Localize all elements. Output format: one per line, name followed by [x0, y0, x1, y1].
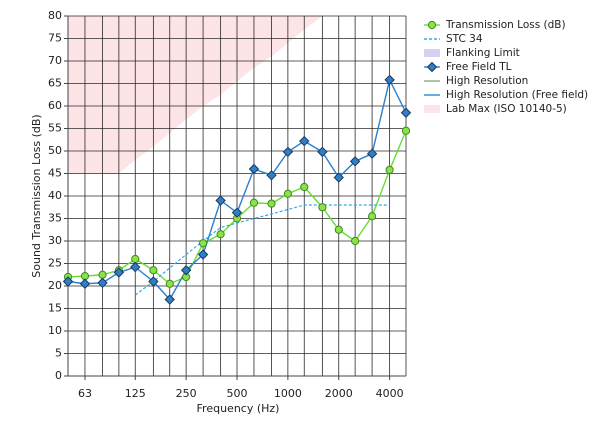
y-tick-label: 70 [48, 54, 62, 67]
point [401, 126, 411, 135]
point [283, 189, 292, 198]
legend-marker [427, 20, 437, 30]
legend-marker [426, 61, 438, 73]
y-tick-label: 5 [55, 347, 62, 360]
point [165, 279, 174, 288]
x-tick-label: 4000 [376, 387, 404, 400]
x-tick-label: 250 [176, 387, 197, 400]
y-tick-label: 45 [48, 167, 62, 180]
x-axis-label: Frequency (Hz) [197, 402, 280, 415]
legend-label: Transmission Loss (dB) [445, 19, 566, 31]
point [349, 156, 361, 167]
x-tick-label: 125 [125, 387, 146, 400]
y-tick-label: 15 [48, 302, 62, 315]
point [317, 146, 328, 158]
lines [62, 74, 412, 305]
legend-swatch [424, 49, 440, 57]
point [149, 266, 158, 275]
y-tick-label: 50 [48, 144, 62, 157]
x-tick-label: 2000 [325, 387, 353, 400]
point [216, 230, 225, 239]
legend-label: Lab Max (ISO 10140-5) [446, 103, 567, 115]
point [266, 170, 277, 181]
area [68, 16, 323, 174]
y-tick-label: 0 [55, 369, 62, 382]
point [248, 163, 260, 175]
point [180, 265, 192, 276]
point [333, 172, 344, 183]
point [62, 276, 74, 287]
legend-swatch [424, 105, 440, 113]
point [130, 261, 141, 273]
y-tick-label: 25 [48, 257, 62, 270]
point [98, 270, 107, 279]
x-tick-label: 1000 [274, 387, 302, 400]
point [231, 207, 243, 218]
point [384, 74, 395, 86]
y-tick-label: 10 [48, 324, 62, 337]
area-layer [68, 16, 323, 174]
point [249, 198, 259, 207]
point [97, 277, 108, 289]
point [198, 239, 208, 248]
point [366, 148, 378, 159]
y-tick-label: 65 [48, 77, 62, 90]
point [113, 267, 125, 278]
point [282, 146, 294, 158]
point [215, 195, 226, 206]
legend: Transmission Loss (dB) STC 34 Flanking Lim… [424, 19, 588, 115]
y-tick-label: 30 [48, 234, 62, 247]
point [351, 236, 360, 246]
point [318, 203, 327, 212]
point [79, 278, 91, 289]
point [148, 276, 159, 287]
point [299, 135, 310, 147]
point [267, 199, 276, 208]
y-tick-label: 75 [48, 32, 62, 45]
legend-label: STC 34 [446, 33, 483, 45]
point [131, 254, 140, 264]
x-tick-label: 500 [227, 387, 248, 400]
point [197, 249, 209, 260]
y-tick-label: 35 [48, 212, 62, 225]
y-tick-label: 60 [48, 99, 62, 112]
legend-label: High Resolution (Free field) [446, 89, 588, 101]
point [334, 225, 343, 234]
legend-label: Flanking Limit [446, 47, 520, 59]
y-tick-label: 55 [48, 122, 62, 135]
legend-label: Free Field TL [446, 61, 512, 73]
y-axis-label: Sound Transmission Loss (dB) [30, 114, 43, 277]
point [400, 107, 412, 118]
point [367, 212, 377, 221]
point [164, 294, 175, 305]
x-tick-label: 63 [78, 387, 92, 400]
point [385, 165, 394, 174]
legend-label: High Resolution [446, 75, 528, 87]
y-tick-label: 80 [48, 9, 62, 22]
point [300, 182, 309, 192]
y-tick-label: 20 [48, 279, 62, 292]
series-line [134, 204, 390, 296]
y-tick-label: 40 [48, 189, 62, 202]
